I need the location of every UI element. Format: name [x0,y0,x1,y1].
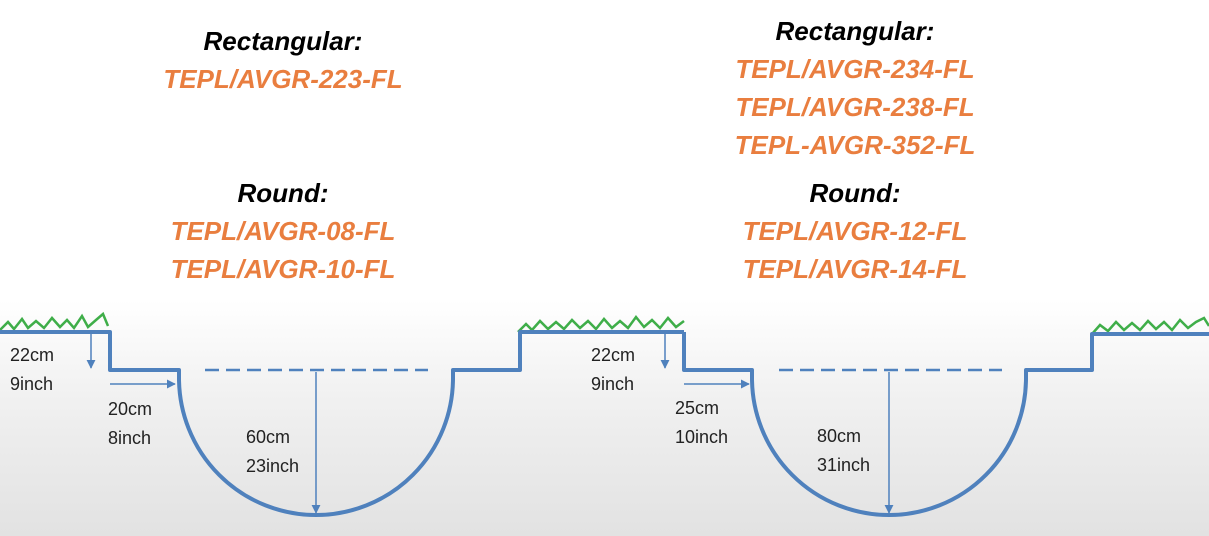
trench-profile-left [0,330,684,517]
right-bowl-depth-cm: 80cm [817,426,862,446]
right-rectangular-block: Rectangular: TEPL/AVGR-234-FL TEPL/AVGR-… [705,12,1005,164]
left-step-depth-inch: 9inch [10,374,54,394]
left-step-width-inch: 8inch [108,428,152,448]
left-round-block: Round: TEPL/AVGR-08-FL TEPL/AVGR-10-FL [133,174,433,288]
trench-profile-right [682,332,1209,517]
right-step-width-label: 25cm 10inch [675,394,728,452]
left-step-width-cm: 20cm [108,399,153,419]
right-step-depth-cm: 22cm [591,345,636,365]
right-step-width-cm: 25cm [675,398,720,418]
right-step-depth-label: 22cm 9inch [591,341,635,399]
grass-left [0,311,110,331]
left-rectangular-model-1: TEPL/AVGR-223-FL [163,64,403,94]
left-round-model-2: TEPL/AVGR-10-FL [170,254,396,284]
left-step-width-label: 20cm 8inch [108,395,152,453]
right-round-model-1: TEPL/AVGR-12-FL [742,216,968,246]
left-bowl-depth-cm: 60cm [246,427,291,447]
left-bowl-depth-inch: 23inch [246,456,300,476]
right-rectangular-model-3: TEPL-AVGR-352-FL [734,130,976,160]
left-rectangular-block: Rectangular: TEPL/AVGR-223-FL [133,22,433,98]
left-rectangular-heading: Rectangular: [203,26,363,56]
right-step-depth-inch: 9inch [591,374,635,394]
right-step-width-inch: 10inch [675,427,729,447]
left-step-depth-label: 22cm 9inch [10,341,54,399]
right-round-block: Round: TEPL/AVGR-12-FL TEPL/AVGR-14-FL [705,174,1005,288]
grass-middle [517,314,685,333]
left-bowl-depth-label: 60cm 23inch [246,423,299,481]
grass-right [1091,316,1209,335]
left-round-model-1: TEPL/AVGR-08-FL [170,216,396,246]
ground-background [0,300,1209,536]
right-rectangular-model-1: TEPL/AVGR-234-FL [735,54,975,84]
left-step-depth-cm: 22cm [10,345,55,365]
right-round-model-2: TEPL/AVGR-14-FL [742,254,968,284]
right-rectangular-heading: Rectangular: [775,16,935,46]
left-round-heading: Round: [237,178,329,208]
right-rectangular-model-2: TEPL/AVGR-238-FL [735,92,975,122]
right-bowl-depth-label: 80cm 31inch [817,422,870,480]
right-round-heading: Round: [809,178,901,208]
right-bowl-depth-inch: 31inch [817,455,871,475]
